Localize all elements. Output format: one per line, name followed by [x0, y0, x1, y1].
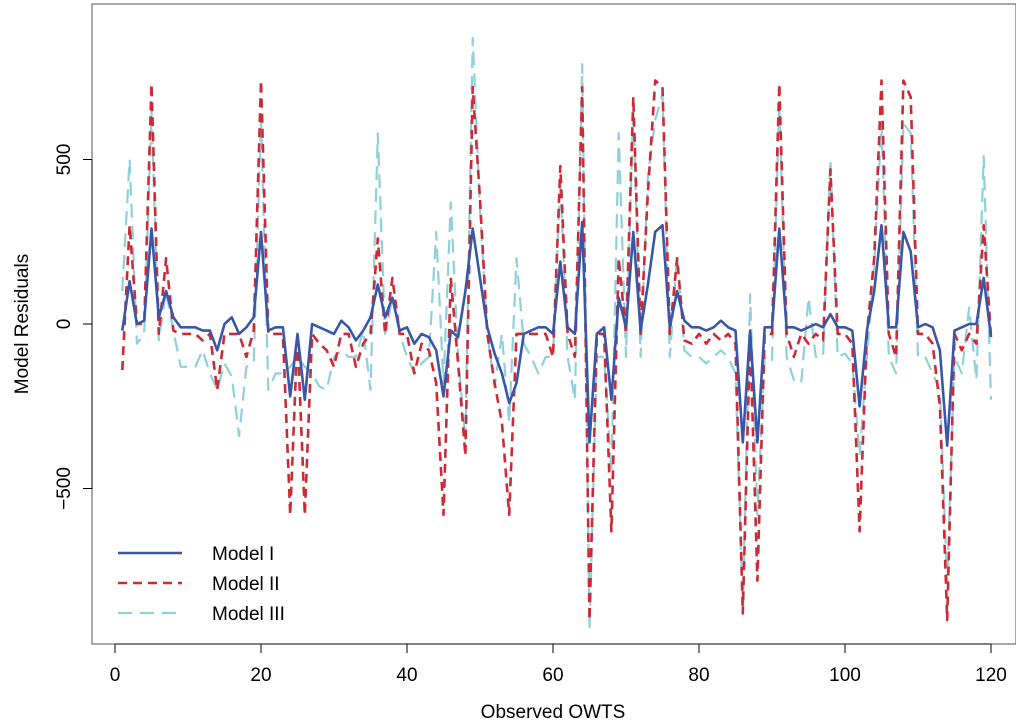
y-axis: −500 0 500 [54, 144, 93, 510]
x-tick-label: 100 [829, 665, 861, 686]
legend-label-model-i: Model I [212, 544, 274, 565]
x-tick-label: 40 [396, 665, 417, 686]
x-axis-title: Observed OWTS [481, 702, 626, 723]
y-tick-label: −500 [54, 467, 75, 510]
x-tick-label: 120 [975, 665, 1007, 686]
x-axis: 0 20 40 60 80 100 120 [110, 643, 1007, 686]
legend: Model I Model II Model III [118, 544, 285, 625]
series-line-model-iii [121, 36, 993, 632]
x-tick-label: 0 [110, 665, 121, 686]
y-tick-label: 500 [54, 144, 75, 176]
x-tick-label: 20 [250, 665, 271, 686]
series-line-model-ii [121, 79, 993, 622]
x-tick-label: 60 [542, 665, 563, 686]
x-tick-label: 80 [688, 665, 709, 686]
legend-label-model-ii: Model II [212, 574, 280, 595]
y-tick-label: 0 [54, 319, 75, 330]
series-group [121, 36, 993, 632]
legend-label-model-iii: Model III [212, 604, 285, 625]
y-axis-title: Model Residuals [12, 254, 33, 394]
series-line-model-i [121, 220, 993, 448]
